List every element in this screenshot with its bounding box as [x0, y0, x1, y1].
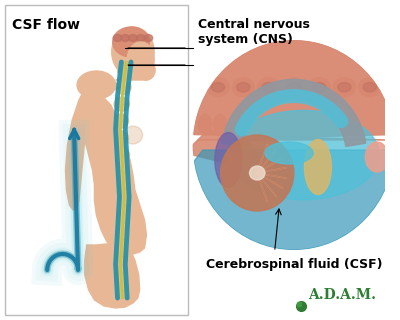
Ellipse shape — [228, 110, 379, 200]
Ellipse shape — [113, 131, 129, 145]
Ellipse shape — [258, 78, 280, 97]
Polygon shape — [193, 130, 253, 165]
Ellipse shape — [338, 83, 351, 92]
Ellipse shape — [358, 78, 381, 97]
Ellipse shape — [228, 115, 242, 133]
Ellipse shape — [250, 166, 265, 180]
Ellipse shape — [121, 35, 130, 42]
Polygon shape — [193, 40, 394, 140]
Ellipse shape — [115, 215, 130, 229]
Ellipse shape — [123, 126, 142, 144]
Ellipse shape — [118, 63, 133, 77]
Ellipse shape — [113, 266, 129, 280]
Ellipse shape — [262, 83, 275, 92]
Circle shape — [221, 135, 294, 211]
Ellipse shape — [138, 60, 155, 80]
Ellipse shape — [236, 83, 250, 92]
Polygon shape — [194, 150, 394, 250]
Ellipse shape — [113, 27, 149, 57]
Text: Cerebrospinal fluid (CSF): Cerebrospinal fluid (CSF) — [206, 258, 382, 271]
Polygon shape — [79, 85, 146, 255]
Polygon shape — [66, 85, 89, 210]
Ellipse shape — [114, 232, 130, 246]
Ellipse shape — [215, 132, 242, 188]
Ellipse shape — [113, 35, 122, 42]
Ellipse shape — [265, 142, 313, 164]
Ellipse shape — [144, 35, 153, 42]
Ellipse shape — [114, 283, 130, 297]
Ellipse shape — [129, 35, 137, 42]
Ellipse shape — [115, 164, 130, 179]
Ellipse shape — [207, 78, 229, 97]
Polygon shape — [222, 79, 366, 147]
Bar — [5, 5, 188, 315]
Ellipse shape — [77, 71, 116, 99]
Ellipse shape — [112, 27, 154, 77]
Ellipse shape — [214, 115, 226, 133]
Ellipse shape — [116, 80, 131, 94]
Ellipse shape — [232, 78, 254, 97]
Ellipse shape — [114, 148, 130, 162]
Polygon shape — [85, 244, 140, 308]
Ellipse shape — [114, 97, 130, 111]
Ellipse shape — [116, 181, 132, 196]
Ellipse shape — [116, 198, 132, 212]
Text: Central nervous
system (CNS): Central nervous system (CNS) — [198, 18, 309, 46]
Ellipse shape — [113, 249, 129, 263]
Ellipse shape — [127, 42, 154, 78]
Ellipse shape — [312, 83, 326, 92]
Ellipse shape — [304, 140, 332, 195]
Ellipse shape — [136, 35, 145, 42]
Ellipse shape — [363, 83, 376, 92]
Circle shape — [193, 40, 395, 250]
Text: A.D.A.M.: A.D.A.M. — [308, 288, 376, 302]
Ellipse shape — [365, 142, 388, 172]
Ellipse shape — [287, 83, 300, 92]
Ellipse shape — [113, 114, 129, 128]
Ellipse shape — [198, 115, 212, 133]
Ellipse shape — [333, 78, 356, 97]
Ellipse shape — [211, 83, 225, 92]
Polygon shape — [116, 58, 148, 80]
Ellipse shape — [283, 78, 305, 97]
Text: CSF flow: CSF flow — [12, 18, 80, 32]
Ellipse shape — [308, 78, 330, 97]
